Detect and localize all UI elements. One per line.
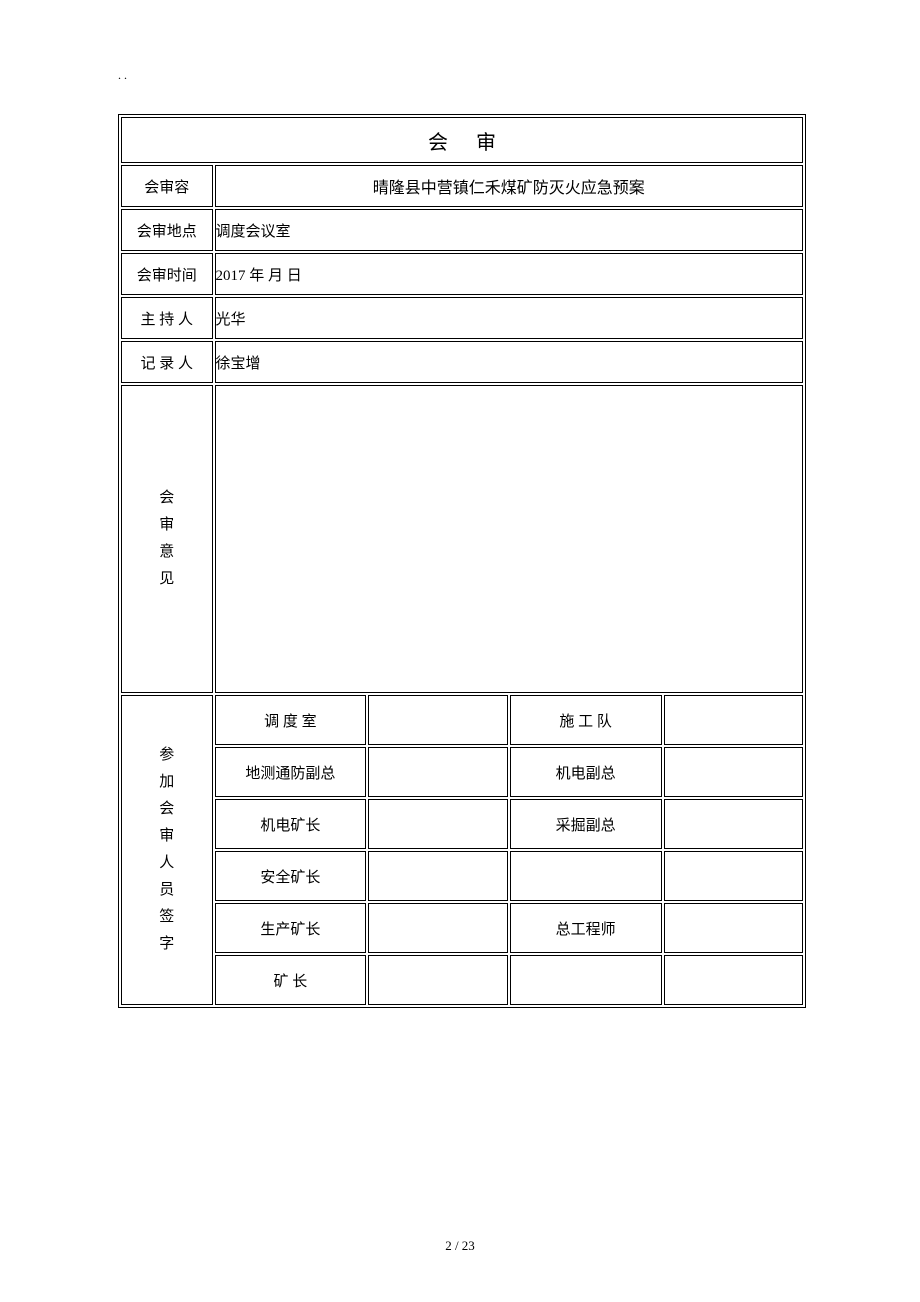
recorder-value: 徐宝增 — [215, 341, 803, 383]
review-table: 会审 会审容 晴隆县中营镇仁禾煤矿防灭火应急预案 会审地点 调度会议室 会审时间… — [118, 114, 806, 1008]
signatures-label-char: 字 — [122, 931, 212, 958]
review-content-value: 晴隆县中营镇仁禾煤矿防灭火应急预案 — [215, 165, 803, 207]
sign-value-right — [664, 851, 803, 901]
recorder-label: 记 录 人 — [121, 341, 213, 383]
opinion-label-char: 见 — [122, 566, 212, 593]
sign-role-left: 安全矿长 — [215, 851, 367, 901]
opinion-label: 会 审 意 见 — [121, 385, 213, 693]
table-title: 会审 — [121, 117, 803, 163]
sign-value-left — [368, 903, 507, 953]
sign-role-left: 生产矿长 — [215, 903, 367, 953]
sign-value-left — [368, 799, 507, 849]
sign-role-left: 矿 长 — [215, 955, 367, 1005]
sign-role-left: 调 度 室 — [215, 695, 367, 745]
signatures-label-char: 签 — [122, 904, 212, 931]
opinion-value — [215, 385, 803, 693]
sign-role-right: 机电副总 — [510, 747, 662, 797]
sign-value-left — [368, 955, 507, 1005]
opinion-label-char: 意 — [122, 539, 212, 566]
page-number: 2 / 23 — [0, 1238, 920, 1254]
host-value: 光华 — [215, 297, 803, 339]
signatures-label-char: 审 — [122, 823, 212, 850]
page-marker: . . — [118, 68, 127, 83]
sign-role-right — [510, 955, 662, 1005]
sign-value-right — [664, 903, 803, 953]
review-location-value: 调度会议室 — [215, 209, 803, 251]
signatures-label: 参 加 会 审 人 员 签 字 — [121, 695, 213, 1005]
review-location-label: 会审地点 — [121, 209, 213, 251]
host-label: 主 持 人 — [121, 297, 213, 339]
sign-value-left — [368, 851, 507, 901]
sign-value-left — [368, 747, 507, 797]
sign-role-right: 总工程师 — [510, 903, 662, 953]
sign-value-right — [664, 695, 803, 745]
sign-role-right: 采掘副总 — [510, 799, 662, 849]
signatures-label-char: 会 — [122, 796, 212, 823]
sign-value-right — [664, 955, 803, 1005]
sign-role-right — [510, 851, 662, 901]
review-time-value: 2017 年 月 日 — [215, 253, 803, 295]
opinion-label-char: 会 — [122, 485, 212, 512]
sign-role-right: 施 工 队 — [510, 695, 662, 745]
sign-role-left: 机电矿长 — [215, 799, 367, 849]
sign-role-left: 地测通防副总 — [215, 747, 367, 797]
signatures-label-char: 加 — [122, 769, 212, 796]
signatures-label-char: 参 — [122, 742, 212, 769]
review-content-label: 会审容 — [121, 165, 213, 207]
signatures-label-char: 人 — [122, 850, 212, 877]
opinion-label-char: 审 — [122, 512, 212, 539]
review-time-label: 会审时间 — [121, 253, 213, 295]
sign-value-right — [664, 747, 803, 797]
signatures-label-char: 员 — [122, 877, 212, 904]
sign-value-right — [664, 799, 803, 849]
sign-value-left — [368, 695, 507, 745]
